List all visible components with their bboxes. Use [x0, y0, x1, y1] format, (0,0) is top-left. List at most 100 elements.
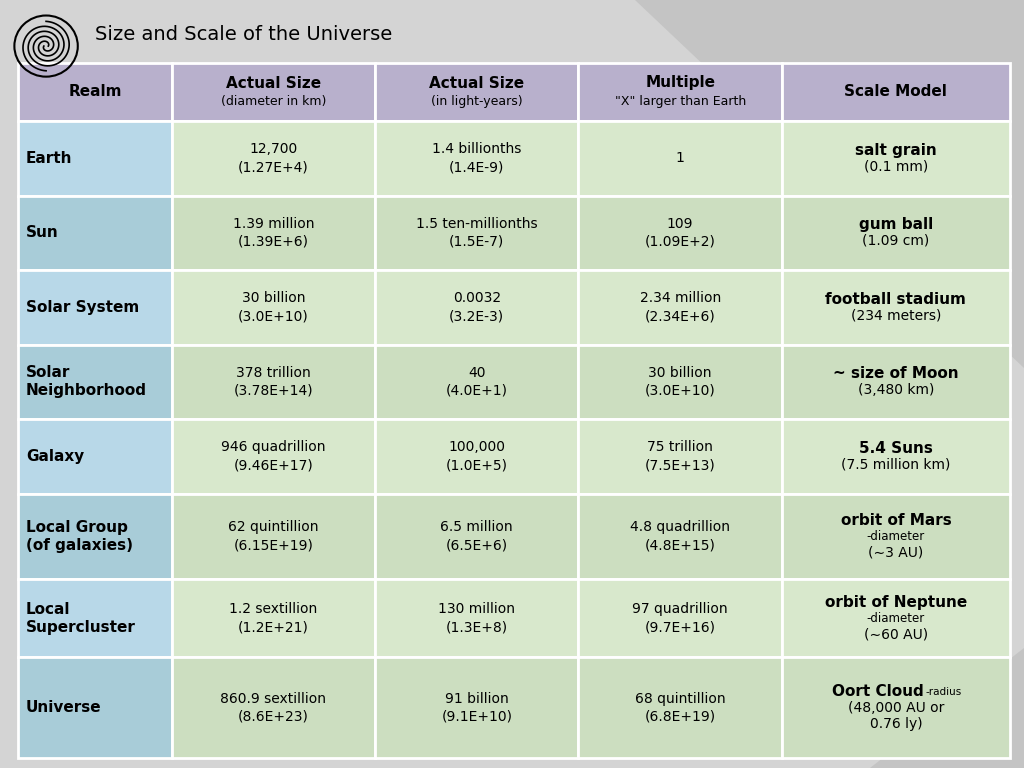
Text: (diameter in km): (diameter in km) [221, 95, 326, 108]
Bar [172, 121, 375, 196]
Text: (in light-years): (in light-years) [431, 95, 522, 108]
Bar [375, 579, 579, 657]
Text: "X" larger than Earth: "X" larger than Earth [614, 95, 745, 108]
Text: 130 million: 130 million [438, 602, 515, 616]
Text: (6.8E+19): (6.8E+19) [644, 710, 716, 723]
Bar [172, 494, 375, 579]
Bar [18, 63, 172, 121]
Text: 97 quadrillion: 97 quadrillion [633, 602, 728, 616]
Text: 378 trillion: 378 trillion [237, 366, 311, 379]
Text: (8.6E+23): (8.6E+23) [238, 710, 309, 723]
Bar [172, 657, 375, 758]
Text: Local Group: Local Group [26, 520, 128, 535]
Text: (∼3 AU): (∼3 AU) [868, 545, 924, 559]
Text: (9.7E+16): (9.7E+16) [645, 621, 716, 634]
Bar [782, 657, 1010, 758]
Text: Oort Cloud: Oort Cloud [833, 684, 924, 699]
Text: 68 quintillion: 68 quintillion [635, 692, 725, 706]
Text: (1.0E+5): (1.0E+5) [445, 458, 508, 472]
Text: (6.5E+6): (6.5E+6) [445, 538, 508, 552]
Text: (1.09 cm): (1.09 cm) [862, 233, 930, 248]
Bar [18, 657, 172, 758]
Text: Supercluster: Supercluster [26, 620, 136, 635]
Text: (1.2E+21): (1.2E+21) [238, 621, 309, 634]
Bar [579, 63, 782, 121]
Bar [172, 270, 375, 345]
Bar [172, 579, 375, 657]
Text: -diameter: -diameter [866, 612, 925, 625]
Text: (1.27E+4): (1.27E+4) [238, 161, 309, 174]
Text: 5.4 Suns: 5.4 Suns [859, 441, 933, 455]
Text: (of galaxies): (of galaxies) [26, 538, 133, 553]
Bar [782, 121, 1010, 196]
Text: (1.4E-9): (1.4E-9) [450, 161, 505, 174]
Bar [375, 419, 579, 494]
Text: Neighborhood: Neighborhood [26, 383, 147, 399]
Bar [782, 579, 1010, 657]
Bar [18, 345, 172, 419]
Text: Galaxy: Galaxy [26, 449, 84, 464]
Text: Multiple: Multiple [645, 75, 715, 91]
Text: 91 billion: 91 billion [444, 692, 509, 706]
Text: Actual Size: Actual Size [429, 75, 524, 91]
Bar [375, 196, 579, 270]
Polygon shape [870, 648, 1024, 768]
Bar [375, 121, 579, 196]
Text: 2.34 million: 2.34 million [640, 291, 721, 305]
Text: ~ size of Moon: ~ size of Moon [834, 366, 958, 381]
Text: 860.9 sextillion: 860.9 sextillion [220, 692, 327, 706]
Bar [18, 121, 172, 196]
Text: (234 meters): (234 meters) [851, 308, 941, 323]
Text: orbit of Neptune: orbit of Neptune [824, 594, 967, 610]
Text: gum ball: gum ball [859, 217, 933, 232]
Text: (1.39E+6): (1.39E+6) [238, 235, 309, 249]
Text: 1.39 million: 1.39 million [232, 217, 314, 230]
Text: (7.5 million km): (7.5 million km) [842, 457, 950, 472]
Bar [579, 494, 782, 579]
Text: 109: 109 [667, 217, 693, 230]
Text: (4.8E+15): (4.8E+15) [645, 538, 716, 552]
Text: (9.46E+17): (9.46E+17) [233, 458, 313, 472]
Bar [579, 657, 782, 758]
Text: 946 quadrillion: 946 quadrillion [221, 440, 326, 454]
Bar [172, 63, 375, 121]
Text: 30 billion: 30 billion [648, 366, 712, 379]
Text: 4.8 quadrillion: 4.8 quadrillion [630, 521, 730, 535]
Bar [172, 345, 375, 419]
Bar [172, 419, 375, 494]
Bar [579, 419, 782, 494]
Text: (3.0E+10): (3.0E+10) [645, 384, 716, 398]
Text: Solar System: Solar System [26, 300, 139, 315]
Bar [579, 121, 782, 196]
Bar [18, 419, 172, 494]
Bar [782, 270, 1010, 345]
Text: Solar: Solar [26, 366, 71, 380]
Bar [782, 345, 1010, 419]
Bar [579, 579, 782, 657]
Bar [18, 196, 172, 270]
Text: -diameter: -diameter [866, 530, 925, 543]
Text: Actual Size: Actual Size [226, 75, 321, 91]
Text: 75 trillion: 75 trillion [647, 440, 713, 454]
Text: Realm: Realm [69, 84, 122, 100]
Text: Sun: Sun [26, 225, 58, 240]
Text: 1.4 billionths: 1.4 billionths [432, 142, 521, 156]
Text: orbit of Mars: orbit of Mars [841, 513, 951, 528]
Bar [579, 270, 782, 345]
Text: 1: 1 [676, 151, 685, 165]
Text: (4.0E+1): (4.0E+1) [445, 384, 508, 398]
Text: (3,480 km): (3,480 km) [858, 382, 934, 397]
Bar [782, 196, 1010, 270]
Text: football stadium: football stadium [825, 292, 967, 306]
Bar [782, 63, 1010, 121]
Text: (1.09E+2): (1.09E+2) [645, 235, 716, 249]
Text: 6.5 million: 6.5 million [440, 521, 513, 535]
Text: 12,700: 12,700 [249, 142, 298, 156]
Bar [18, 270, 172, 345]
Text: 1.5 ten-millionths: 1.5 ten-millionths [416, 217, 538, 230]
Bar [18, 579, 172, 657]
Bar [375, 345, 579, 419]
Text: Universe: Universe [26, 700, 101, 715]
Text: Size and Scale of the Universe: Size and Scale of the Universe [95, 25, 392, 45]
Bar [18, 494, 172, 579]
